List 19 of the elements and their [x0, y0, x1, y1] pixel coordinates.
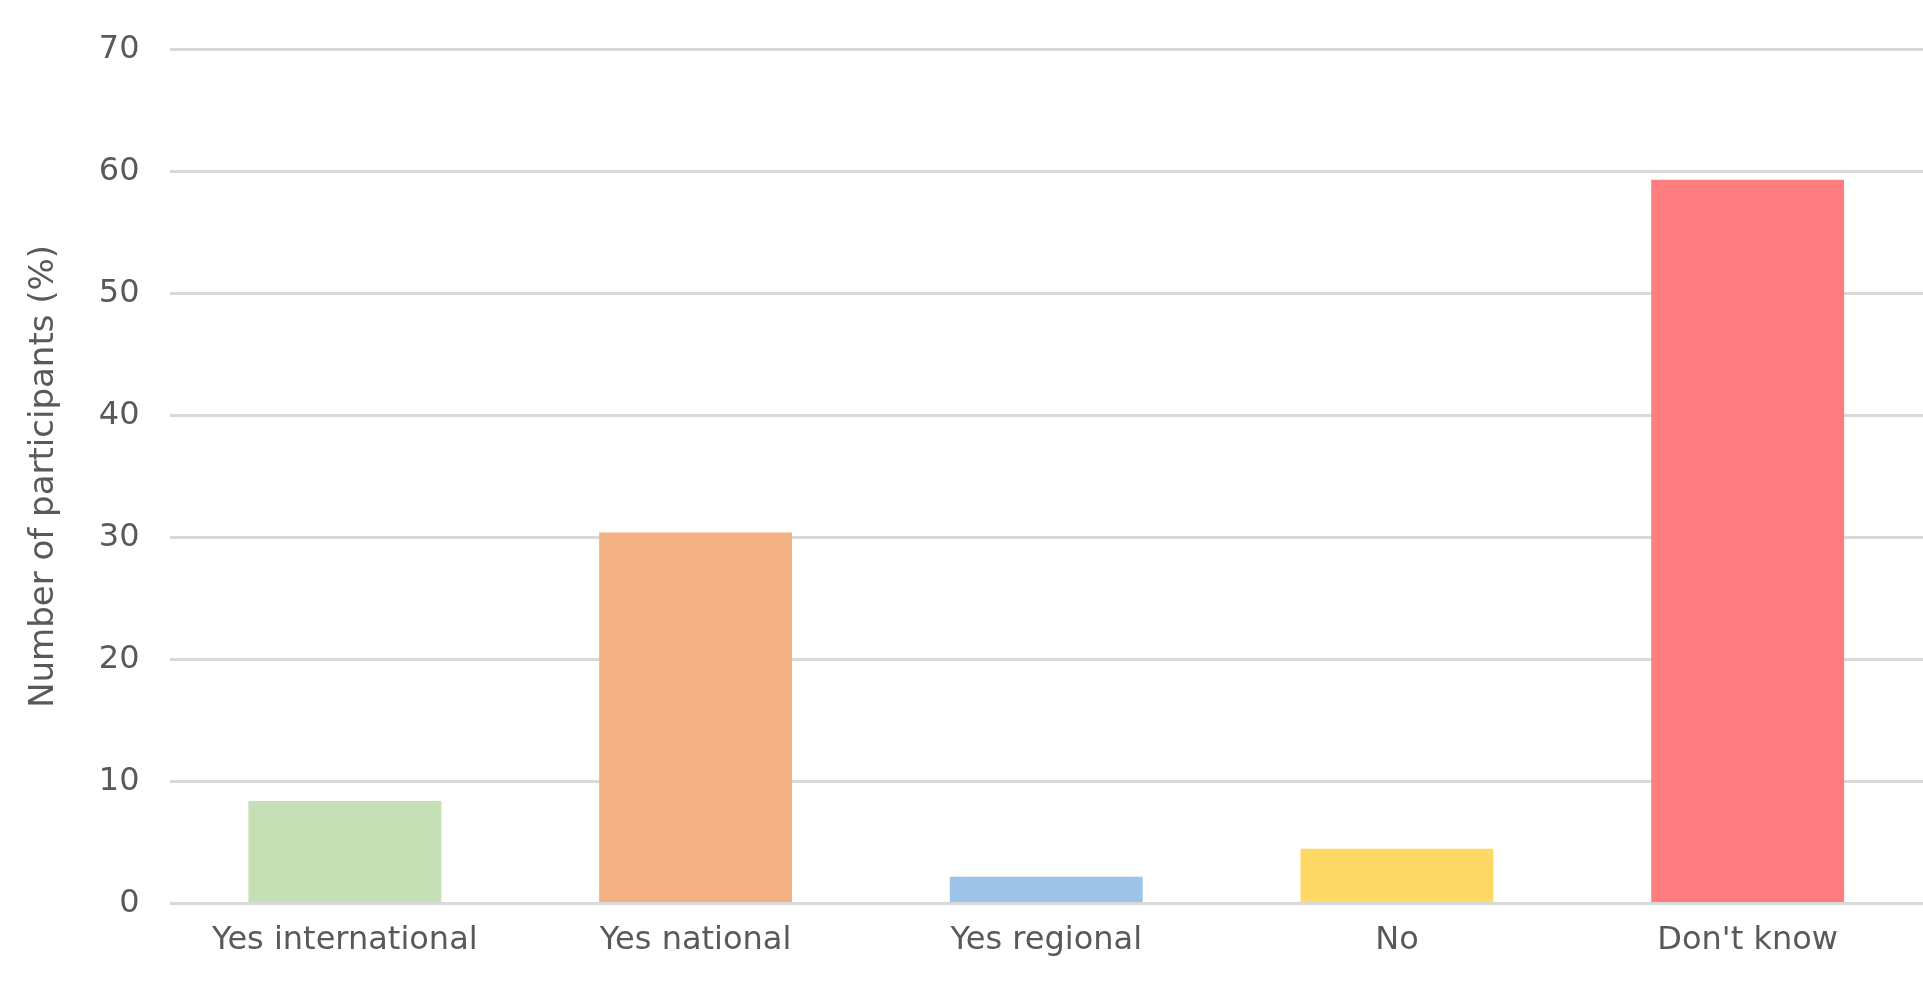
x-tick-label: No	[1375, 919, 1419, 958]
x-tick-label: Yes national	[598, 919, 792, 958]
y-tick-label: 30	[98, 515, 140, 554]
bar	[949, 876, 1143, 903]
x-tick-label: Yes international	[211, 919, 478, 958]
bar	[1300, 848, 1494, 903]
y-tick-label: 20	[98, 637, 140, 676]
y-tick-label: 50	[98, 271, 140, 310]
x-tick-label: Yes regional	[949, 919, 1143, 958]
y-tick-label: 10	[98, 759, 140, 798]
bar	[1651, 179, 1845, 903]
y-tick-label: 60	[98, 149, 140, 188]
y-tick-label: 40	[98, 393, 140, 432]
y-axis-title: Number of participants (%)	[21, 244, 62, 708]
x-tick-label: Don't know	[1657, 919, 1838, 958]
y-tick-label: 0	[119, 881, 140, 920]
y-tick-label: 70	[98, 27, 140, 66]
bar	[248, 801, 442, 903]
bar	[599, 532, 793, 903]
